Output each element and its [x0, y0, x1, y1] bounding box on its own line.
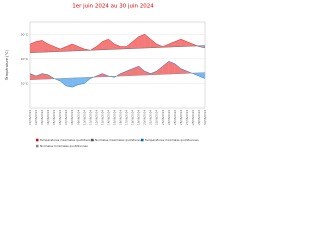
legend-label: Normales maximales quotidiennes — [95, 138, 144, 142]
x-tick-label: 16/06/2024 — [119, 110, 123, 125]
anomaly-fill — [162, 61, 169, 75]
x-tick-label: 17/06/2024 — [125, 110, 129, 125]
x-tick-label: 25/06/2024 — [173, 110, 177, 125]
anomaly-fill — [35, 73, 43, 80]
anomaly-fill — [168, 41, 175, 48]
series-line — [29, 61, 206, 88]
anomaly-fill — [126, 41, 133, 49]
series-line — [29, 45, 206, 53]
x-tick-label: 10/06/2024 — [82, 110, 86, 125]
legend-label: Températures minimales quotidiennes — [144, 138, 199, 142]
y-axis-label: Température (°C) — [5, 49, 9, 81]
plot-frame — [29, 21, 206, 109]
x-tick-label: 26/06/2024 — [179, 110, 183, 125]
y-tick-label: 10°C — [21, 81, 28, 85]
x-tick-label: 03/06/2024 — [40, 110, 44, 125]
anomaly-fill — [29, 73, 37, 80]
anomaly-fill — [66, 77, 73, 88]
anomaly-fill — [198, 72, 206, 79]
legend-label: Températures maximales quotidiennes — [39, 138, 95, 142]
x-tick-label: 09/06/2024 — [76, 110, 80, 125]
x-tick-label: 21/06/2024 — [149, 110, 153, 125]
x-tick-label: 28/06/2024 — [191, 110, 195, 125]
x-tick-label: 12/06/2024 — [94, 110, 98, 125]
legend-swatch — [141, 138, 144, 142]
anomaly-fill — [132, 36, 139, 49]
x-tick-label: 14/06/2024 — [106, 110, 110, 125]
anomaly-fill — [102, 39, 109, 50]
x-tick-label: 23/06/2024 — [161, 110, 165, 125]
x-tick-label: 07/06/2024 — [64, 110, 68, 125]
x-tick-label: 22/06/2024 — [155, 110, 159, 125]
anomaly-fill — [60, 46, 67, 52]
anomaly-fill — [35, 40, 43, 53]
x-tick-label: 08/06/2024 — [70, 110, 74, 125]
legend-swatch — [36, 138, 39, 142]
anomaly-fill — [108, 38, 115, 50]
x-tick-label: 05/06/2024 — [52, 110, 56, 125]
x-tick-label: 18/06/2024 — [131, 110, 135, 125]
chart-title: 1er juin 2024 au 30 juin 2024 — [72, 4, 154, 10]
legend-swatch — [91, 138, 94, 142]
x-tick-label: 06/06/2024 — [58, 110, 62, 125]
y-tick-label: 20°C — [21, 57, 28, 61]
x-tick-label: 29/06/2024 — [197, 110, 201, 125]
anomaly-fill — [186, 41, 194, 47]
anomaly-fill — [29, 41, 37, 53]
chart: 1er juin 2024 au 30 juin 2024 Températur… — [5, 4, 207, 149]
x-tick-label: 01/06/2024 — [28, 110, 32, 125]
legend-swatch — [36, 144, 39, 148]
x-tick-label: 04/06/2024 — [46, 110, 50, 125]
anomaly-fill — [54, 46, 61, 52]
x-tick-label: 15/06/2024 — [112, 110, 116, 125]
x-tick-label: 02/06/2024 — [34, 110, 38, 125]
legend-label: Normales minimales quotidiennes — [40, 144, 88, 148]
anomaly-fill — [120, 70, 127, 77]
x-tick-label: 11/06/2024 — [88, 110, 92, 125]
y-tick-label: 30°C — [21, 32, 28, 36]
x-tick-label: 27/06/2024 — [185, 110, 189, 125]
x-tick-label: 13/06/2024 — [100, 110, 104, 125]
anomaly-fill — [174, 63, 181, 74]
x-tick-label: 19/06/2024 — [137, 110, 141, 125]
series-line — [29, 34, 206, 51]
anomaly-fill — [60, 78, 67, 87]
anomaly-fill — [144, 34, 151, 49]
anomaly-fill — [138, 66, 145, 76]
anomaly-fill — [114, 43, 121, 50]
x-tick-label: 30/06/2024 — [203, 110, 207, 125]
x-tick-label: 24/06/2024 — [167, 110, 171, 125]
anomaly-fill — [180, 68, 187, 74]
series-line — [29, 72, 206, 80]
x-tick-label: 20/06/2024 — [143, 110, 147, 125]
